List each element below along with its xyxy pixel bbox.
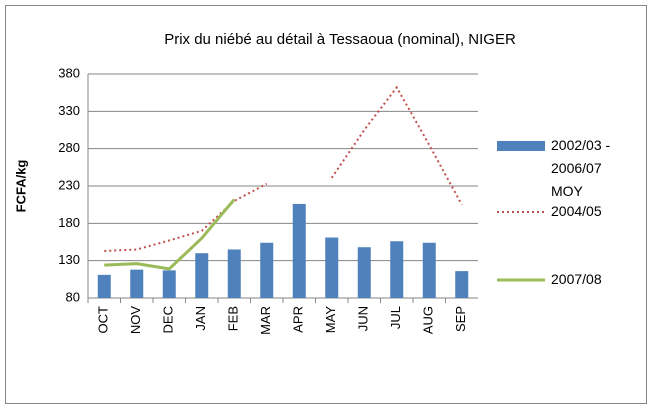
x-tick-label: APR — [291, 306, 306, 333]
line — [104, 85, 463, 252]
x-tick-label: MAR — [258, 306, 273, 335]
x-tick-label: JAN — [193, 306, 208, 331]
legend-label: 2002/03 - 2006/07 MOY — [551, 137, 611, 199]
bar — [195, 253, 209, 298]
bar — [130, 269, 144, 298]
bar — [260, 242, 274, 298]
legend-label: 2004/05 — [551, 203, 602, 219]
bar — [422, 242, 436, 298]
y-tick-label: 330 — [58, 103, 80, 118]
y-axis-label: FCFA/kg — [13, 160, 28, 213]
x-tick-label: OCT — [96, 306, 111, 334]
bar — [227, 249, 241, 298]
y-tick-label: 180 — [58, 215, 80, 230]
chart-frame — [5, 5, 647, 404]
chart-title: Prix du niébé au détail à Tessaoua (nomi… — [164, 31, 516, 48]
x-tick-label: AUG — [421, 306, 436, 334]
x-tick-label: DEC — [161, 306, 176, 333]
bar — [162, 270, 176, 298]
bar — [390, 241, 404, 298]
x-tick-label: SEP — [453, 306, 468, 332]
bar — [97, 274, 111, 298]
legend-label: 2007/08 — [551, 271, 602, 287]
y-tick-label: 130 — [58, 252, 80, 267]
x-tick-label: FEB — [226, 306, 241, 331]
legend-swatch — [497, 141, 545, 151]
y-tick-label: 280 — [58, 140, 80, 155]
y-tick-label: 380 — [58, 65, 80, 80]
x-tick-label: MAY — [323, 306, 338, 334]
x-tick-label: JUN — [356, 306, 371, 331]
bar — [455, 271, 469, 298]
bar — [325, 237, 339, 298]
x-tick-label: NOV — [128, 306, 143, 335]
y-tick-label: 80 — [66, 289, 80, 304]
bar — [357, 247, 371, 298]
y-tick-label: 230 — [58, 177, 80, 192]
line — [104, 198, 236, 271]
bar — [292, 203, 306, 298]
x-tick-label: JUL — [388, 306, 403, 329]
